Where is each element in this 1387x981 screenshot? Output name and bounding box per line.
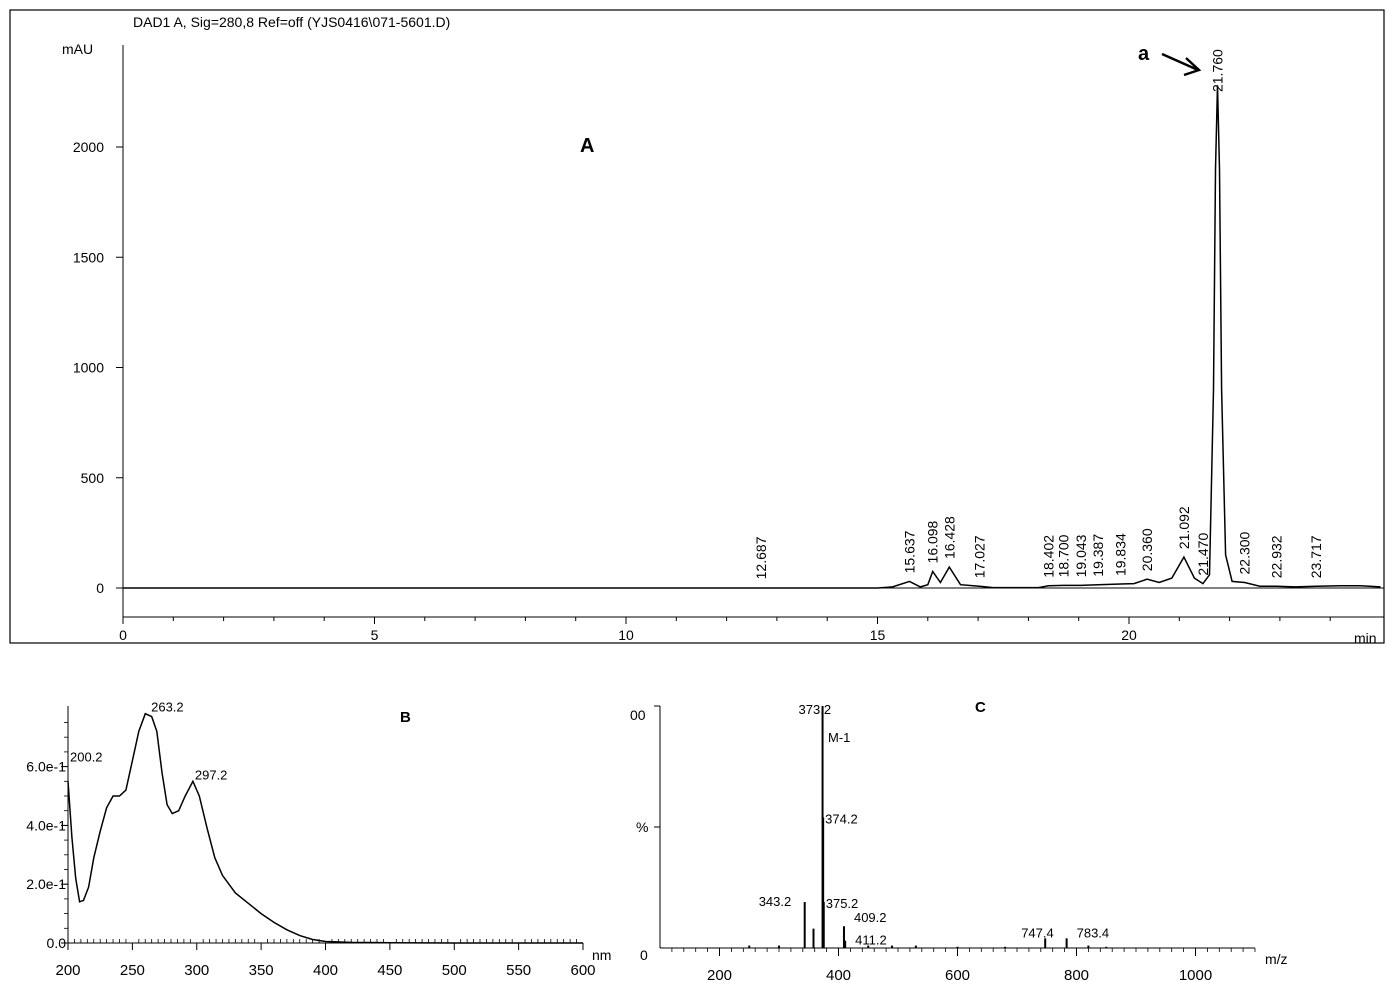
ms-y-bottom-label: 0 [640,947,648,963]
uv-x-tick-label: 300 [184,962,209,979]
uv-minor-ticks [64,722,577,943]
uv-y-tick-label: 6.0e-1 [26,759,66,775]
chromatogram-y-tick-label: 1500 [73,249,104,265]
uv-peak-label: 297.2 [195,767,228,782]
ms-peak-label: 411.2 [855,933,887,948]
ms-peak-label: 373.2 [799,702,832,717]
chromatogram-peak-label: 20.360 [1139,528,1155,571]
uv-x-tick-label: 350 [249,962,274,979]
ms-peak-label: 409.2 [854,910,887,925]
chromatogram-y-tick-label: 500 [81,470,105,486]
uv-x-tick-label: 600 [570,962,595,979]
chromatogram-peak-label: 21.092 [1176,506,1192,549]
ms-molecular-ion-annotation: M-1 [828,730,850,745]
uv-peak-label: 200.2 [70,750,103,765]
uv-y-tick-label: 0.0 [47,935,67,951]
chromatogram-panel-label: A [580,135,594,157]
chromatogram-peak-label: 23.717 [1308,535,1324,578]
chromatogram-peak-label: 15.637 [902,530,918,573]
chromatogram-y-axis-label: mAU [62,41,93,57]
ms-panel-label: C [975,699,986,716]
chromatogram-peak-label: 18.402 [1041,535,1057,578]
chromatogram-peak-label: 17.027 [971,535,987,578]
main-peak-annotation: a [1138,43,1150,65]
chromatogram-x-ticks: 0 5 10 15 20 [119,617,1331,643]
uv-y-tick-label: 2.0e-1 [26,876,66,892]
chromatogram-y-ticks: 0 500 1000 1500 2000 [73,139,123,596]
chromatogram-trace [123,85,1381,589]
chromatogram-y-tick-label: 0 [96,580,104,596]
uv-x-ticks: 200 250 300 350 400 450 500 550 600 [55,943,596,979]
chromatogram-peak-label: 19.834 [1113,533,1129,576]
ms-x-tick-label: 200 [707,967,732,981]
uv-panel-label: B [400,709,411,726]
ms-peak-label: 783.4 [1077,925,1110,940]
ms-peak-label: 343.2 [759,894,792,909]
ms-peak-label: 375.2 [826,896,859,911]
chromatogram-peak-label: 21.470 [1195,533,1211,576]
uv-x-tick-label: 400 [313,962,338,979]
main-peak-arrow [1161,52,1202,77]
chromatogram-y-tick-label: 2000 [73,139,104,155]
chromatogram-peak-label: 22.300 [1237,531,1253,574]
uv-y-ticks: 0.0 2.0e-1 4.0e-1 6.0e-1 [26,759,68,951]
chromatogram-panel: DAD1 A, Sig=280,8 Ref=off (YJS0416\071-5… [9,9,1385,646]
chromatogram-frame [9,9,1385,644]
chromatogram-title: DAD1 A, Sig=280,8 Ref=off (YJS0416\071-5… [133,14,450,30]
mass-spectrum-panel: 00 % 0 C M-1 m/z 200 400 600 800 1000 373.23… [630,699,1288,981]
uv-x-tick-label: 550 [506,962,531,979]
uv-spectrum-panel: B nm 0.0 2.0e-1 4.0e-1 6.0e-1 200 250 300 350 4… [26,700,611,979]
ms-minor-ticks [671,948,1256,952]
ms-peak-label: 374.2 [825,811,858,826]
uv-peak-label: 263.2 [151,700,184,715]
ms-peak-label: 747.4 [1021,925,1054,940]
chromatogram-x-tick-label: 0 [119,627,127,643]
chromatogram-peak-label: 18.700 [1056,534,1072,577]
chromatogram-peak-label: 16.428 [941,516,957,559]
uv-x-tick-label: 450 [377,962,402,979]
ms-x-ticks: 200 400 600 800 1000 [707,948,1212,981]
ms-x-tick-label: 1000 [1179,967,1212,981]
chromatogram-peak-label: 19.043 [1073,534,1089,577]
chromatogram-x-tick-label: 20 [1121,627,1137,643]
ms-y-axis-label: % [636,819,648,835]
uv-spectrum-trace [67,712,583,944]
ms-y-top-label: 00 [630,707,646,723]
chromatogram-x-tick-label: 10 [618,627,634,643]
uv-x-tick-label: 250 [120,962,145,979]
chromatogram-peak-label: 12.687 [753,536,769,579]
chromatogram-y-tick-label: 1000 [73,360,104,376]
uv-x-tick-label: 500 [442,962,467,979]
chromatogram-peak-label: 16.098 [925,520,941,563]
chromatogram-peak-labels: 12.687 15.637 16.098 16.428 17.027 18.40218.7… [753,49,1324,579]
uv-x-tick-label: 200 [55,962,80,979]
ms-x-tick-label: 800 [1064,967,1089,981]
ms-peak-bars [748,706,1108,948]
uv-x-axis-label: nm [592,947,611,963]
chromatogram-peak-label: 22.932 [1268,535,1284,578]
ms-x-axis-label: m/z [1265,951,1288,967]
uv-peak-labels: 200.2 263.2 297.2 [70,700,227,783]
uv-y-tick-label: 4.0e-1 [26,817,66,833]
ms-x-tick-label: 600 [945,967,970,981]
chromatogram-peak-label: 21.760 [1210,49,1226,92]
chromatogram-peak-label: 19.387 [1090,534,1106,577]
chromatogram-x-axis-label: min [1354,630,1377,646]
chromatogram-x-tick-label: 15 [870,627,886,643]
ms-x-tick-label: 400 [826,967,851,981]
chromatogram-x-tick-label: 5 [371,627,379,643]
